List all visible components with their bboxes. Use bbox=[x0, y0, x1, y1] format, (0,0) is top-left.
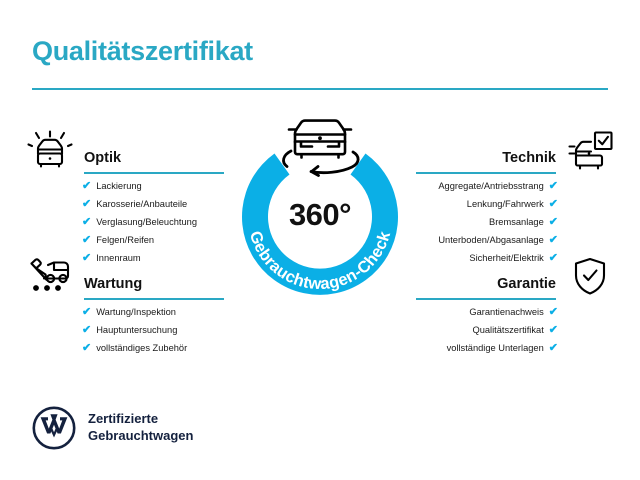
list-item-label: Aggregate/Antriebsstrang bbox=[438, 180, 544, 191]
check-icon: ✔ bbox=[548, 216, 558, 228]
check-icon: ✔ bbox=[548, 180, 558, 192]
check-icon: ✔ bbox=[548, 234, 558, 246]
list-item-label: Lackierung bbox=[96, 180, 142, 191]
list-item-label: Sicherheit/Elektrik bbox=[469, 252, 544, 263]
checklist-technik: Aggregate/Antriebsstrang ✔ Lenkung/Fahrw… bbox=[416, 181, 616, 264]
check-icon: ✔ bbox=[548, 324, 558, 336]
check-icon: ✔ bbox=[82, 216, 92, 228]
list-item-label: Innenraum bbox=[96, 252, 141, 263]
checklist-wartung: ✔ Wartung/Inspektion ✔ Hauptuntersuchung… bbox=[24, 307, 224, 354]
list-item-label: vollständige Unterlagen bbox=[446, 342, 544, 353]
section-divider-technik bbox=[416, 172, 556, 174]
list-item: ✔ vollständiges Zubehör bbox=[24, 343, 224, 354]
section-wartung: Wartung ✔ Wartung/Inspektion ✔ Hauptunte… bbox=[24, 256, 224, 361]
check-icon: ✔ bbox=[82, 252, 92, 264]
list-item: Unterboden/Abgasanlage ✔ bbox=[416, 235, 616, 246]
check-icon: ✔ bbox=[548, 342, 558, 354]
page-title: Qualitätszertifikat bbox=[32, 36, 253, 66]
list-item-label: Hauptuntersuchung bbox=[96, 324, 178, 335]
list-item: ✔ Hauptuntersuchung bbox=[24, 325, 224, 336]
list-item: ✔ Felgen/Reifen bbox=[24, 235, 224, 246]
car-service-pen-icon bbox=[26, 256, 74, 298]
list-item: vollständige Unterlagen ✔ bbox=[416, 343, 616, 354]
car-shine-icon bbox=[26, 130, 74, 172]
section-header-garantie: Garantie bbox=[416, 256, 616, 302]
list-item: Lenkung/Fahrwerk ✔ bbox=[416, 199, 616, 210]
check-icon: ✔ bbox=[548, 198, 558, 210]
list-item: ✔ Wartung/Inspektion bbox=[24, 307, 224, 318]
list-item: Garantienachweis ✔ bbox=[416, 307, 616, 318]
list-item-label: Garantienachweis bbox=[469, 306, 544, 317]
check-icon: ✔ bbox=[82, 306, 92, 318]
list-item: ✔ Innenraum bbox=[24, 253, 224, 264]
list-item-label: Lenkung/Fahrwerk bbox=[466, 198, 544, 209]
check-icon: ✔ bbox=[82, 180, 92, 192]
section-title-optik: Optik bbox=[84, 150, 122, 166]
section-header-wartung: Wartung bbox=[24, 256, 224, 302]
list-item-label: Qualitätszertifikat bbox=[472, 324, 544, 335]
section-title-garantie: Garantie bbox=[497, 276, 556, 292]
list-item: Sicherheit/Elektrik ✔ bbox=[416, 253, 616, 264]
list-item: ✔ Verglasung/Beleuchtung bbox=[24, 217, 224, 228]
check-icon: ✔ bbox=[82, 234, 92, 246]
section-header-technik: Technik bbox=[416, 130, 616, 176]
volkswagen-logo-icon bbox=[32, 406, 76, 450]
list-item: Bremsanlage ✔ bbox=[416, 217, 616, 228]
section-technik: Technik Aggregate/Antriebsstrang ✔ Lenku… bbox=[416, 130, 616, 271]
car-rotate-360-icon bbox=[267, 116, 373, 178]
list-item-label: Unterboden/Abgasanlage bbox=[438, 234, 544, 245]
check-icon: ✔ bbox=[82, 324, 92, 336]
checklist-garantie: Garantienachweis ✔ Qualitätszertifikat ✔… bbox=[416, 307, 616, 354]
list-item-label: Verglasung/Beleuchtung bbox=[96, 216, 198, 227]
section-header-optik: Optik bbox=[24, 130, 224, 176]
shield-check-icon bbox=[566, 256, 614, 298]
section-optik: Optik ✔ Lackierung ✔ Karosserie/Anbautei… bbox=[24, 130, 224, 271]
section-title-wartung: Wartung bbox=[84, 276, 143, 292]
volkswagen-brand-lockup: Zertifizierte Gebrauchtwagen bbox=[32, 406, 193, 450]
section-title-technik: Technik bbox=[502, 150, 556, 166]
list-item: ✔ Karosserie/Anbauteile bbox=[24, 199, 224, 210]
badge-360-gebrauchtwagen-check: Gebrauchtwagen-Check 360° bbox=[225, 119, 415, 312]
list-item-label: Karosserie/Anbauteile bbox=[96, 198, 188, 209]
car-checkbox-icon bbox=[566, 130, 614, 172]
section-garantie: Garantie Garantienachweis ✔ Qualitätszer… bbox=[416, 256, 616, 361]
list-item-label: vollständiges Zubehör bbox=[96, 342, 188, 353]
check-icon: ✔ bbox=[548, 252, 558, 264]
check-icon: ✔ bbox=[548, 306, 558, 318]
section-divider-wartung bbox=[84, 298, 224, 300]
check-icon: ✔ bbox=[82, 198, 92, 210]
list-item: Qualitätszertifikat ✔ bbox=[416, 325, 616, 336]
list-item-label: Felgen/Reifen bbox=[96, 234, 155, 245]
list-item-label: Bremsanlage bbox=[489, 216, 544, 227]
checklist-optik: ✔ Lackierung ✔ Karosserie/Anbauteile ✔ V… bbox=[24, 181, 224, 264]
list-item: Aggregate/Antriebsstrang ✔ bbox=[416, 181, 616, 192]
section-divider-garantie bbox=[416, 298, 556, 300]
check-icon: ✔ bbox=[82, 342, 92, 354]
list-item: ✔ Lackierung bbox=[24, 181, 224, 192]
list-item-label: Wartung/Inspektion bbox=[96, 306, 176, 317]
title-divider bbox=[32, 88, 608, 90]
section-divider-optik bbox=[84, 172, 224, 174]
brand-text: Zertifizierte Gebrauchtwagen bbox=[88, 411, 194, 443]
